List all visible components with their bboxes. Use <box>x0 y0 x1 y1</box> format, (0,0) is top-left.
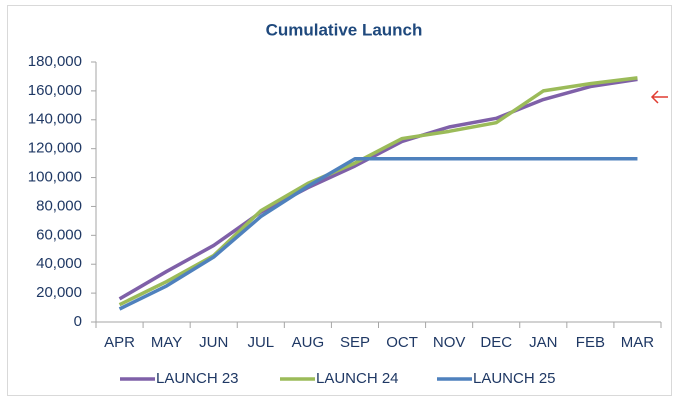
x-tick-label: JUL <box>247 334 274 351</box>
y-tick-label: 100,000 <box>28 169 82 186</box>
x-tick-label: AUG <box>292 334 325 351</box>
x-tick-label: SEP <box>340 334 370 351</box>
chart-border <box>7 5 672 396</box>
x-tick-label: MAY <box>151 334 182 351</box>
series-line <box>118 157 638 311</box>
y-tick-label: 60,000 <box>36 226 82 243</box>
series-line <box>118 77 638 301</box>
legend-label: LAUNCH 24 <box>316 370 399 387</box>
y-tick-label: 180,000 <box>28 53 82 70</box>
y-tick-label: 80,000 <box>36 197 82 214</box>
x-tick-label: DEC <box>480 334 512 351</box>
y-tick-label: 120,000 <box>28 140 82 157</box>
legend-label: LAUNCH 25 <box>473 370 556 387</box>
chart-title: Cumulative Launch <box>266 20 423 39</box>
x-tick-label: FEB <box>576 334 605 351</box>
y-tick-label: 140,000 <box>28 111 82 128</box>
y-tick-label: 160,000 <box>28 82 82 99</box>
y-tick-label: 40,000 <box>36 255 82 272</box>
x-tick-label: APR <box>104 334 135 351</box>
x-tick-label: JUN <box>199 334 228 351</box>
x-tick-label: MAR <box>621 334 655 351</box>
annotation-arrow <box>650 90 668 104</box>
legend-label: LAUNCH 23 <box>156 370 239 387</box>
x-tick-label: OCT <box>386 334 418 351</box>
y-tick-label: 0 <box>74 313 82 330</box>
x-tick-label: NOV <box>433 334 466 351</box>
y-tick-label: 20,000 <box>36 284 82 301</box>
x-tick-label: JAN <box>529 334 557 351</box>
